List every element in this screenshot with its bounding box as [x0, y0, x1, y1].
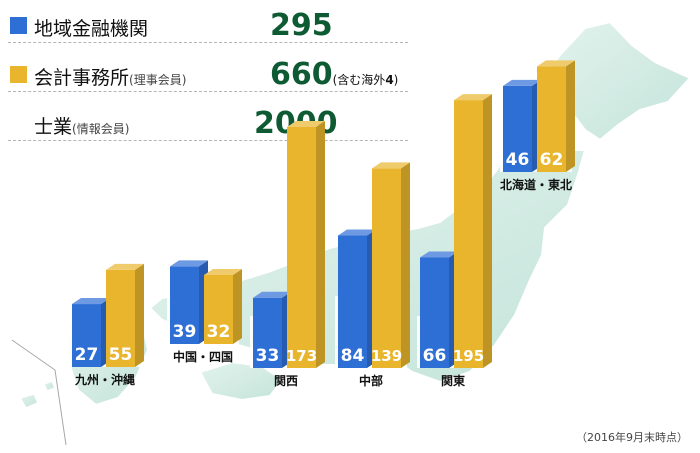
bar-blue-4	[420, 257, 449, 368]
value-gold-3: 139	[371, 347, 402, 365]
bar-gold-0-top	[106, 263, 144, 270]
bar-gold-5	[537, 66, 566, 172]
bar-blue-3	[338, 235, 367, 368]
value-blue-0: 27	[75, 345, 99, 365]
legend-swatch-gold	[10, 66, 27, 83]
bar-blue-1-top	[170, 260, 208, 267]
bar-gold-5-side	[566, 60, 575, 172]
region-label-1: 中国・四国	[173, 349, 233, 364]
bar-gold-2-side	[316, 120, 325, 368]
bar-gold-1-side	[233, 268, 242, 344]
legend-label-regional-banks: 地域金融機関	[34, 18, 149, 40]
bar-gold-4	[454, 100, 483, 368]
value-gold-1: 32	[207, 322, 231, 342]
legend-count-accounting-firms: 660(含む海外4)	[270, 57, 399, 92]
value-blue-2: 33	[256, 346, 280, 366]
bar-blue-2	[253, 297, 282, 368]
value-gold-5: 62	[540, 150, 564, 170]
bar-blue-0	[72, 304, 101, 367]
value-gold-0: 55	[109, 345, 133, 365]
value-gold-4: 195	[453, 347, 484, 365]
legend-label-professionals: 士業(情報会員)	[34, 116, 130, 138]
legend-row-accounting-firms: 会計事務所(理事会員) 660(含む海外4)	[8, 57, 408, 92]
bar-blue-5-top	[503, 79, 541, 86]
value-blue-1: 39	[173, 322, 197, 342]
region-label-2: 関西	[274, 374, 298, 388]
bar-blue-3-top	[338, 229, 376, 236]
bar-gold-1	[204, 274, 233, 344]
bar-blue-4-top	[420, 251, 458, 258]
bar-gold-4-side	[483, 94, 492, 368]
region-label-0: 九州・沖縄	[74, 372, 135, 387]
legend-label-accounting-firms: 会計事務所(理事会員)	[34, 67, 187, 89]
bar-gold-0-side	[135, 263, 144, 367]
bar-gold-0	[106, 269, 135, 367]
legend-count-regional-banks: 295	[270, 8, 333, 43]
bar-gold-4-top	[454, 94, 492, 101]
bar-blue-2-top	[253, 291, 291, 298]
region-label-5: 北海道・東北	[500, 177, 572, 192]
bar-gold-3	[372, 168, 401, 368]
bar-blue-1	[170, 266, 199, 344]
bar-gold-2-top	[287, 120, 325, 127]
bar-gold-3-side	[401, 162, 410, 368]
bar-blue-0-top	[72, 298, 110, 305]
value-blue-4: 66	[423, 346, 447, 366]
value-gold-2: 173	[286, 347, 317, 365]
value-blue-3: 84	[341, 346, 365, 366]
legend-row-regional-banks: 地域金融機関 295	[8, 8, 408, 43]
footnote: （2016年9月末時点）	[576, 431, 688, 444]
bar-gold-1-top	[204, 268, 242, 275]
value-blue-5: 46	[506, 150, 530, 170]
bar-blue-5	[503, 85, 532, 172]
region-label-3: 中部	[359, 373, 383, 388]
bar-gold-5-top	[537, 60, 575, 67]
legend-swatch-blue	[10, 17, 27, 34]
bar-gold-2	[287, 126, 316, 368]
region-label-4: 関東	[441, 373, 465, 388]
bar-gold-3-top	[372, 162, 410, 169]
